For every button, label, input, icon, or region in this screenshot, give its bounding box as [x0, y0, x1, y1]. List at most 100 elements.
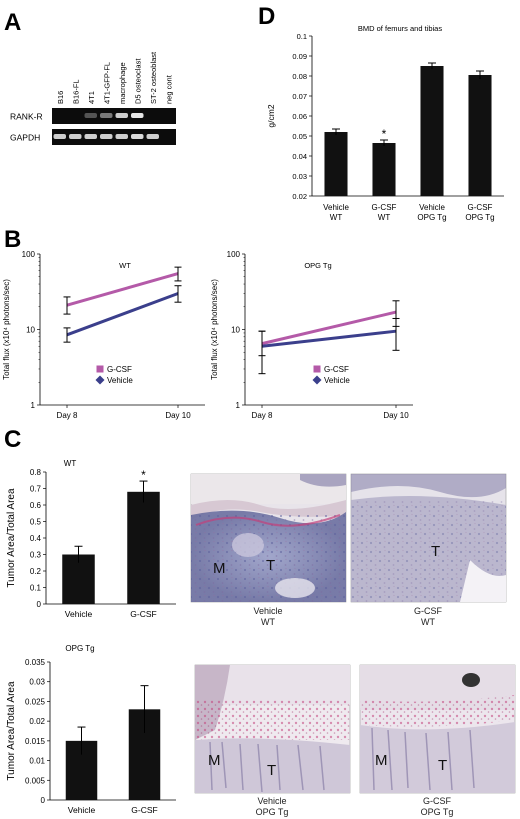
gel-band: [53, 113, 66, 118]
lane-label: B16: [56, 91, 65, 104]
bmd-bar-chart: 0.02 0.03 0.04 0.05 0.06 0.07 0.08 0.09 0.1 Vehic…: [266, 24, 504, 222]
category-label: Vehicle: [323, 203, 349, 212]
gel-band: [84, 134, 97, 139]
y-tick-label: 0.025: [25, 697, 46, 706]
legend-label: G-CSF: [107, 365, 132, 374]
x-tick-label: Day 10: [165, 411, 191, 420]
y-tick-label: 0.02: [292, 192, 307, 201]
legend-marker: [313, 365, 321, 373]
significance-mark: *: [382, 127, 387, 141]
gel-strip: [52, 108, 176, 124]
marrow-label: M: [213, 560, 226, 577]
caption-wt-gcsf-line2: WT: [421, 617, 435, 627]
y-tick-label: 0.5: [30, 518, 42, 527]
gel-panel: B16 B16-FL 4T1 4T1-GFP-FL macrophage D5 osteo…: [10, 51, 176, 145]
lane-label: B16-FL: [71, 79, 80, 104]
y-tick-label: 0.07: [292, 92, 307, 101]
y-tick-label: 0.035: [25, 658, 46, 667]
y-tick-label: 100: [22, 250, 36, 259]
y-tick-label: 10: [231, 326, 240, 335]
x-tick-label: Day 8: [57, 411, 78, 420]
gel-band: [84, 113, 97, 118]
caption-opg-gcsf-line2: OPG Tg: [421, 807, 454, 817]
panel-letter-c: C: [4, 426, 21, 453]
gel-band: [115, 113, 128, 118]
y-axis-label: Total flux (x10⁴ photons/sec): [2, 279, 11, 380]
bar: [420, 66, 444, 196]
gel-band: [100, 113, 113, 118]
bar: [372, 143, 396, 196]
legend-marker: [96, 365, 104, 373]
gel-strip: [52, 129, 176, 145]
significance-mark: *: [141, 468, 146, 482]
panel-letter-a: A: [4, 9, 21, 36]
tumor-label: T: [431, 543, 440, 560]
series-line: [66, 272, 179, 307]
caption-wt-vehicle-line2: WT: [261, 617, 275, 627]
tumor-label: T: [267, 762, 276, 779]
y-tick-label: 0.03: [292, 172, 307, 181]
category-label: Vehicle: [419, 203, 445, 212]
chart-title: WT: [119, 261, 131, 270]
y-tick-label: 0.01: [29, 757, 45, 766]
y-tick-label: 0.1: [30, 584, 42, 593]
x-tick-label: Day 10: [383, 411, 409, 420]
gel-band: [69, 134, 82, 139]
category-label: Vehicle: [65, 609, 93, 619]
gel-band: [146, 134, 159, 139]
chart-title: WT: [64, 459, 77, 468]
category-label: OPG Tg: [465, 213, 494, 222]
caption-wt-vehicle-line1: Vehicle: [253, 606, 282, 616]
y-tick-label: 0.3: [30, 551, 42, 560]
category-label: WT: [330, 213, 343, 222]
caption-opg-vehicle-line2: OPG Tg: [256, 807, 289, 817]
y-tick-label: 10: [26, 326, 35, 335]
y-tick-label: 0: [37, 600, 42, 609]
y-tick-label: 1: [31, 401, 36, 410]
y-tick-label: 0.2: [30, 567, 42, 576]
tumor-label: T: [266, 557, 275, 574]
tumor-area-wt-bar-chart: 0 0.1 0.2 0.3 0.4 0.5 0.6 0.7 0.8 Vehicle * G-CSF WT…: [6, 459, 176, 619]
marrow-label: M: [375, 752, 388, 769]
category-label: G-CSF: [130, 609, 156, 619]
y-axis-label: Tumor Area/Total Area: [6, 488, 17, 588]
bar: [468, 75, 492, 196]
y-tick-label: 0.005: [25, 776, 46, 785]
lane-label: neg cont: [164, 74, 173, 104]
panel-letter-d: D: [258, 3, 275, 30]
lane-label: 4T1-GFP-FL: [102, 62, 111, 104]
y-tick-label: 0.6: [30, 501, 42, 510]
category-label: WT: [378, 213, 391, 222]
y-tick-label: 0.4: [30, 534, 42, 543]
y-tick-label: 0: [41, 796, 46, 805]
panel-letter-b: B: [4, 226, 21, 253]
y-tick-label: 0.05: [292, 132, 307, 141]
y-tick-label: 0.02: [29, 717, 45, 726]
legend-marker: [95, 375, 105, 385]
y-axis-label: Total flux (x10⁴ photons/sec): [210, 279, 219, 380]
chart-title: BMD of femurs and tibias: [358, 24, 442, 33]
y-tick-label: 0.03: [29, 678, 45, 687]
x-tick-label: Day 8: [252, 411, 273, 420]
legend-label: G-CSF: [324, 365, 349, 374]
lane-label: ST-2 osteoblast: [149, 51, 158, 104]
y-tick-label: 0.06: [292, 112, 307, 121]
tumor-label: T: [438, 757, 447, 774]
y-axis-label: Tumor Area/Total Area: [6, 681, 17, 781]
tumor-area-opg-bar-chart: 0 0.005 0.01 0.015 0.02 0.025 0.03 0.035 Vehicle…: [6, 644, 176, 815]
y-tick-label: 100: [227, 250, 241, 259]
flux-wt-line-chart: 1 10 100 Day 8 Day 10 WT Total flux (x10⁴ phot…: [2, 250, 205, 420]
legend-label: Vehicle: [107, 376, 133, 385]
bar: [127, 491, 160, 604]
flux-opg-line-chart: 1 10 100 Day 8 Day 10 OPG Tg Total flux (x10⁴ …: [210, 250, 413, 420]
y-tick-label: 0.8: [30, 468, 42, 477]
histology-opg-vehicle-image: M T: [194, 664, 351, 794]
bar: [324, 132, 348, 196]
legend-marker: [312, 375, 322, 385]
gel-band: [131, 134, 144, 139]
chart-title: OPG Tg: [65, 644, 94, 653]
lane-label: 4T1: [87, 91, 96, 104]
gel-band: [131, 113, 144, 118]
lane-label: macrophage: [118, 62, 127, 104]
